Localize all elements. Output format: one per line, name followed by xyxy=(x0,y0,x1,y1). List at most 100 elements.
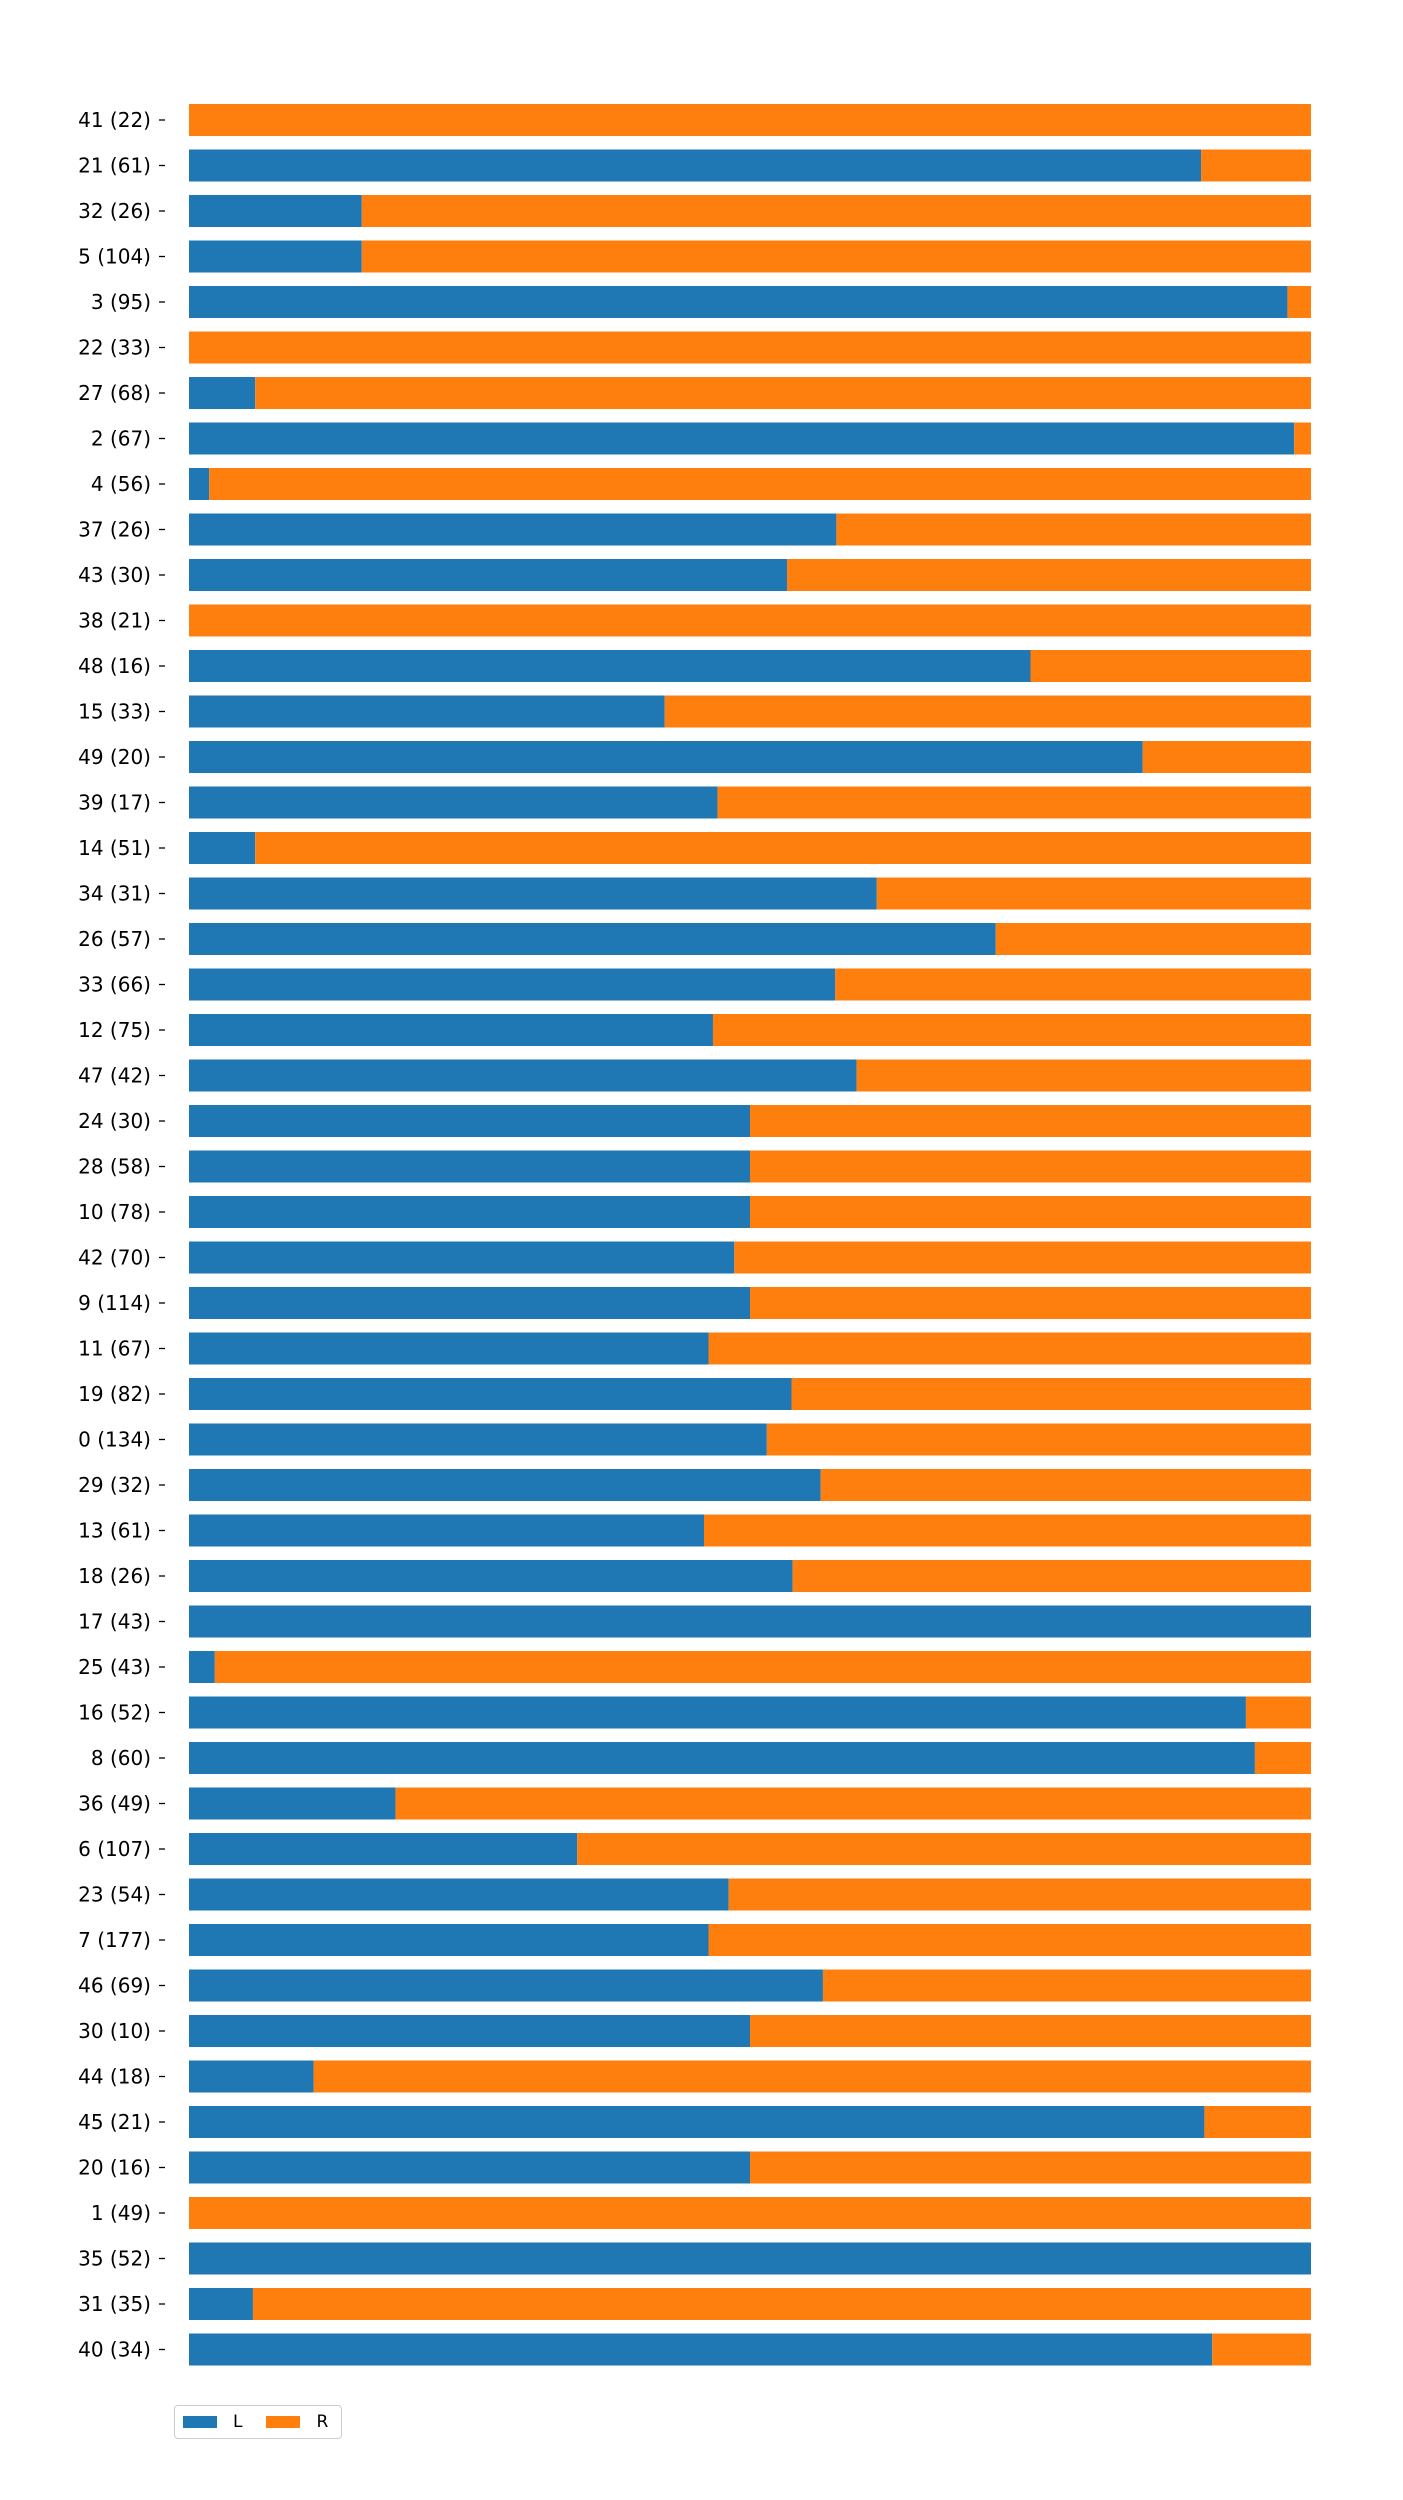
y-tick-label-35: 16 (52) xyxy=(78,1701,151,1725)
bar-r-2 xyxy=(361,195,1311,227)
bar-l-48 xyxy=(189,2288,253,2320)
bar-l-49 xyxy=(189,2333,1213,2366)
legend-swatch-r xyxy=(266,2416,301,2428)
bar-l-12 xyxy=(189,650,1031,682)
y-tick-label-13: 15 (33) xyxy=(78,700,151,724)
y-tick-label-32: 18 (26) xyxy=(78,1564,151,1588)
y-tick-label-49: 40 (34) xyxy=(78,2338,151,2362)
bar-r-20 xyxy=(712,1014,1311,1046)
bar-r-35 xyxy=(1245,1696,1311,1729)
bar-l-6 xyxy=(189,377,256,409)
y-tick-label-6: 27 (68) xyxy=(78,381,151,405)
bar-r-17 xyxy=(876,877,1311,910)
bar-l-20 xyxy=(189,1014,713,1046)
bar-r-26 xyxy=(750,1287,1311,1319)
y-tick-label-34: 25 (43) xyxy=(78,1655,151,1679)
bars-group xyxy=(189,104,1312,2366)
bar-l-39 xyxy=(189,1878,729,1911)
bar-r-25 xyxy=(734,1241,1311,1274)
bar-l-43 xyxy=(189,2060,314,2093)
bar-l-22 xyxy=(189,1105,750,1137)
bar-l-17 xyxy=(189,877,877,910)
y-ticks-group: 41 (22) 21 (61) 32 (26) 5 (104) 3 (95) 22 (33… xyxy=(78,108,165,2362)
y-tick-label-1: 21 (61) xyxy=(78,154,151,178)
bar-l-1 xyxy=(189,149,1202,182)
bar-l-27 xyxy=(189,1332,709,1365)
y-tick-label-26: 9 (114) xyxy=(78,1291,151,1315)
legend-swatch-l xyxy=(183,2416,217,2428)
bar-l-21 xyxy=(189,1059,857,1092)
bar-r-31 xyxy=(704,1514,1311,1547)
y-tick-label-0: 41 (22) xyxy=(78,108,151,132)
bar-r-42 xyxy=(750,2015,1311,2047)
bar-r-13 xyxy=(664,695,1311,728)
bar-l-37 xyxy=(189,1787,396,1820)
bar-l-7 xyxy=(189,422,1295,455)
bar-r-18 xyxy=(995,923,1311,955)
bar-r-44 xyxy=(1204,2106,1311,2138)
y-tick-label-38: 6 (107) xyxy=(78,1837,151,1861)
legend-item-l: L xyxy=(183,2412,242,2432)
y-tick-label-40: 7 (177) xyxy=(78,1928,151,1952)
y-tick-label-11: 38 (21) xyxy=(78,609,151,633)
bar-r-48 xyxy=(252,2288,1312,2320)
y-tick-label-8: 4 (56) xyxy=(91,472,151,496)
bar-r-28 xyxy=(791,1378,1311,1410)
bar-r-40 xyxy=(708,1924,1311,1956)
bar-r-37 xyxy=(395,1787,1311,1820)
y-tick-label-14: 49 (20) xyxy=(78,745,151,769)
y-tick-label-7: 2 (67) xyxy=(91,427,151,451)
y-tick-label-31: 13 (61) xyxy=(78,1519,151,1543)
bar-r-22 xyxy=(750,1105,1311,1137)
bar-l-29 xyxy=(189,1423,767,1456)
y-tick-label-20: 12 (75) xyxy=(78,1018,151,1042)
y-tick-label-30: 29 (32) xyxy=(78,1473,151,1497)
bar-l-10 xyxy=(189,559,788,591)
bar-l-2 xyxy=(189,195,362,227)
bar-l-26 xyxy=(189,1287,750,1319)
bar-l-9 xyxy=(189,513,837,546)
bar-l-44 xyxy=(189,2106,1205,2138)
y-tick-label-41: 46 (69) xyxy=(78,1974,151,1998)
bar-r-32 xyxy=(792,1560,1311,1592)
bar-r-12 xyxy=(1030,650,1311,682)
y-tick-label-45: 20 (16) xyxy=(78,2156,151,2180)
bar-r-1 xyxy=(1201,149,1311,182)
bar-l-47 xyxy=(189,2242,1311,2275)
y-tick-label-37: 36 (49) xyxy=(78,1792,151,1816)
y-tick-label-43: 44 (18) xyxy=(78,2065,151,2089)
y-tick-label-16: 14 (51) xyxy=(78,836,151,860)
bar-r-5 xyxy=(189,331,1311,364)
bar-l-24 xyxy=(189,1196,750,1228)
bar-r-3 xyxy=(361,240,1311,273)
bar-l-8 xyxy=(189,468,210,500)
y-tick-label-29: 0 (134) xyxy=(78,1428,151,1452)
bar-r-14 xyxy=(1142,741,1311,773)
bar-l-33 xyxy=(189,1605,1311,1638)
y-tick-label-10: 43 (30) xyxy=(78,563,151,587)
y-tick-label-48: 31 (35) xyxy=(78,2292,151,2316)
y-tick-label-39: 23 (54) xyxy=(78,1883,151,1907)
bar-l-41 xyxy=(189,1969,823,2002)
y-tick-label-42: 30 (10) xyxy=(78,2019,151,2043)
bar-l-34 xyxy=(189,1651,215,1683)
bar-r-8 xyxy=(209,468,1312,500)
bar-r-19 xyxy=(835,968,1311,1001)
y-tick-label-15: 39 (17) xyxy=(78,791,151,815)
bar-r-11 xyxy=(189,604,1311,637)
y-tick-label-28: 19 (82) xyxy=(78,1382,151,1406)
bar-r-16 xyxy=(255,832,1312,864)
y-tick-label-44: 45 (21) xyxy=(78,2110,151,2134)
legend-item-r: R xyxy=(266,2412,328,2432)
bar-r-30 xyxy=(820,1469,1311,1501)
y-tick-label-36: 8 (60) xyxy=(91,1746,151,1770)
bar-l-4 xyxy=(189,286,1288,318)
y-tick-label-18: 26 (57) xyxy=(78,927,151,951)
y-tick-label-22: 24 (30) xyxy=(78,1109,151,1133)
y-tick-label-17: 34 (31) xyxy=(78,882,151,906)
bar-r-21 xyxy=(856,1059,1311,1092)
bar-r-29 xyxy=(766,1423,1311,1456)
bar-r-7 xyxy=(1294,422,1311,455)
y-tick-label-3: 5 (104) xyxy=(78,245,151,269)
bar-l-15 xyxy=(189,786,718,819)
